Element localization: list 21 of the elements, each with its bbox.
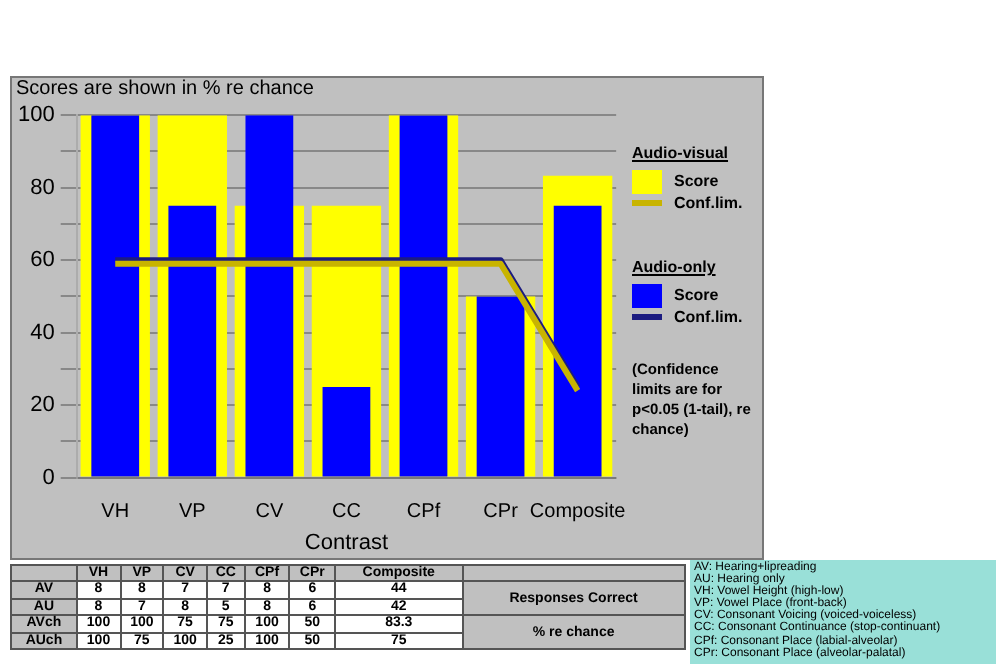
y-tick-label: 80 (30, 175, 55, 200)
text: Audio-only (632, 258, 718, 276)
y-tick-label: 0 (42, 465, 55, 490)
x-tick-label: CPf (406, 501, 441, 524)
x-tick-label: CC (331, 501, 361, 524)
x-tick-label: Composite (529, 501, 627, 524)
x-tick-label: CV (255, 501, 284, 524)
x-axis-title: Contrast (304, 530, 389, 555)
y-tick-label: 20 (30, 393, 55, 418)
x-tick-label: VP (178, 501, 207, 524)
x-tick-label: VH (101, 501, 130, 524)
legend-label: Score (674, 286, 719, 304)
text: Scores are shown in % re chance (16, 78, 314, 100)
legend-label: Score (674, 172, 719, 190)
y-tick-label: 40 (30, 320, 55, 345)
x-tick-label: CPr (483, 501, 520, 524)
legend-label: Conf.lim. (674, 308, 743, 326)
y-tick-label: 60 (30, 248, 55, 273)
legend-label: Conf.lim. (674, 194, 743, 212)
y-tick-label: 100 (17, 103, 55, 128)
text: Audio-visual (632, 144, 731, 162)
